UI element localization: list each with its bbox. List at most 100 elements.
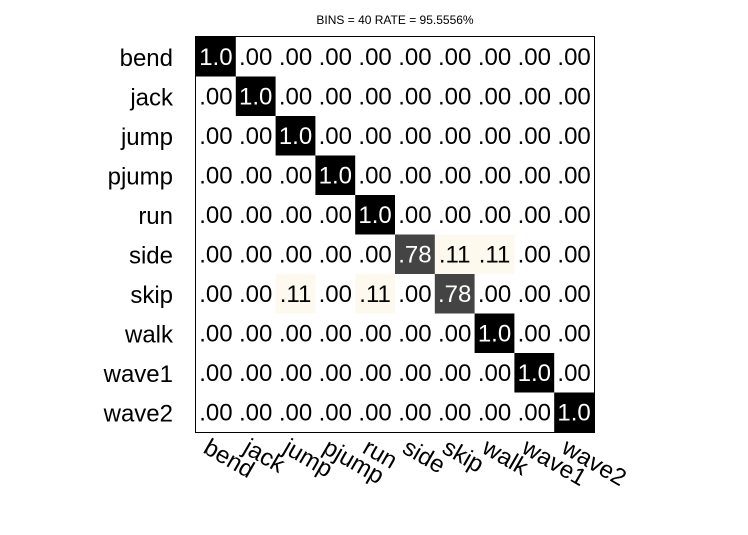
heatmap-cell: [235, 313, 276, 354]
heatmap-cell: [554, 234, 595, 275]
heatmap-cell: [355, 37, 396, 77]
heatmap-cell: [315, 313, 356, 354]
heatmap-cell-label: .00: [398, 44, 431, 71]
heatmap-cell: [275, 116, 316, 156]
heatmap-cell-label: .00: [518, 241, 551, 268]
matrix-frame: [195, 36, 595, 433]
heatmap-cell-label: .00: [319, 44, 352, 71]
heatmap-cell-label: 1.0: [319, 162, 352, 189]
heatmap-cell-label: 1.0: [478, 320, 511, 347]
heatmap-cell: [395, 313, 436, 354]
heatmap-cell: [355, 116, 396, 156]
heatmap-cell-label: .00: [279, 44, 312, 71]
heatmap-cell: [235, 76, 276, 117]
heatmap-cell: [434, 313, 475, 354]
heatmap-cell: [275, 155, 316, 196]
column-labels: bendjackjumppjumprunsideskipwalkwave1wav…: [199, 433, 631, 492]
heatmap-cell-label: .11: [359, 281, 391, 308]
heatmap-cell: [395, 353, 436, 393]
heatmap-cell: [235, 155, 276, 196]
heatmap-cell: [355, 353, 396, 393]
heatmap-cell-label: .00: [279, 399, 312, 426]
heatmap-cell: [554, 313, 595, 354]
heatmap-cell-label: .00: [438, 320, 471, 347]
heatmap-cell: [196, 37, 237, 77]
heatmap-cell: [275, 353, 316, 393]
heatmap-cell: [395, 195, 436, 235]
heatmap-cell-label: .00: [199, 83, 232, 110]
heatmap-cell: [474, 116, 515, 156]
heatmap-cell: [474, 353, 515, 393]
heatmap-cell: [315, 195, 356, 235]
heatmap-cell: [474, 37, 515, 77]
heatmap-cell-label: .00: [199, 360, 232, 387]
heatmap-cell: [514, 234, 555, 275]
heatmap-cell-label: .00: [438, 202, 471, 229]
heatmap-cell: [235, 392, 276, 433]
heatmap-cell-labels: 1.0.00.00.00.00.00.00.00.00.00.00 1.0.00.…: [199, 44, 591, 427]
heatmap-cell: [275, 195, 316, 235]
heatmap-cell: [395, 37, 436, 77]
heatmap-cell-label: .00: [557, 202, 590, 229]
row-label: bend: [120, 45, 173, 72]
heatmap-cell-label: .00: [478, 44, 511, 71]
heatmap-cell: [395, 234, 436, 275]
heatmap-cell: [315, 37, 356, 77]
heatmap-cell: [474, 76, 515, 117]
heatmap-cell-label: .00: [478, 360, 511, 387]
heatmap-cell-label: .00: [398, 281, 431, 308]
heatmap-cell: [554, 155, 595, 196]
heatmap-cell: [474, 195, 515, 235]
heatmap-cell-label: .00: [398, 360, 431, 387]
heatmap-cell: [434, 116, 475, 156]
heatmap-cell: [275, 76, 316, 117]
heatmap-cell: [474, 234, 515, 275]
heatmap-cell: [315, 155, 356, 196]
heatmap-cell: [514, 313, 555, 354]
heatmap-cell-label: .00: [518, 162, 551, 189]
heatmap-cell-label: .00: [358, 241, 391, 268]
heatmap-cell-label: .00: [279, 320, 312, 347]
heatmap-cell: [355, 234, 396, 275]
heatmap-cell: [235, 353, 276, 393]
row-label: wave1: [103, 361, 173, 388]
heatmap-cell: [235, 234, 276, 275]
heatmap-cell-label: .00: [319, 320, 352, 347]
heatmap-cell: [275, 274, 316, 314]
heatmap-cell-label: .00: [438, 399, 471, 426]
heatmap-cell-label: .00: [398, 320, 431, 347]
heatmap-cell-label: .00: [279, 202, 312, 229]
heatmap-cell: [554, 116, 595, 156]
heatmap-cell-label: .00: [319, 399, 352, 426]
heatmap-cell-label: 1.0: [557, 399, 590, 426]
row-label: pjump: [108, 163, 173, 190]
heatmap-cell-label: .00: [239, 241, 272, 268]
heatmap-cell-label: .00: [239, 281, 272, 308]
heatmap-cell: [315, 353, 356, 393]
heatmap-cell-label: .00: [199, 241, 232, 268]
heatmap-cell: [315, 234, 356, 275]
heatmap-cell-label: .00: [478, 399, 511, 426]
heatmap-cell-label: .00: [199, 281, 232, 308]
heatmap-cell: [315, 116, 356, 156]
heatmap-cell-label: .00: [478, 162, 511, 189]
heatmap-cell-label: .00: [199, 399, 232, 426]
heatmap-cell-label: 1.0: [199, 44, 232, 71]
heatmap-cell-label: .00: [319, 83, 352, 110]
row-label: jack: [129, 84, 174, 111]
heatmap-cell-label: .00: [239, 202, 272, 229]
heatmap-cell-label: 1.0: [239, 83, 272, 110]
heatmap-cell: [434, 353, 475, 393]
heatmap-cell: [395, 76, 436, 117]
heatmap-cell: [355, 76, 396, 117]
heatmap-cell: [514, 195, 555, 235]
heatmap-cell-label: 1.0: [518, 360, 551, 387]
heatmap-cell-label: .00: [438, 123, 471, 150]
heatmap-cell-label: .00: [279, 162, 312, 189]
heatmap-cell-label: .00: [438, 83, 471, 110]
heatmap-cell: [196, 234, 237, 275]
heatmap-cell-label: .00: [319, 202, 352, 229]
heatmap-cell-label: .00: [239, 123, 272, 150]
heatmap-cell-label: .00: [239, 399, 272, 426]
